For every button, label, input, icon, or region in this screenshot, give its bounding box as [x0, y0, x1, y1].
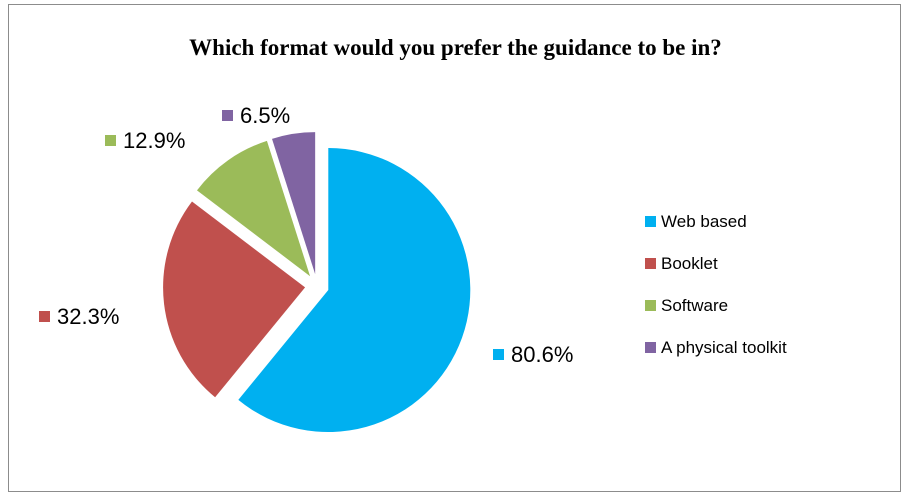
- data-label: 80.6%: [511, 342, 573, 367]
- slice-physical-toolkit: [272, 132, 316, 275]
- legend-swatch: [645, 258, 656, 269]
- legend-item-physical-toolkit: A physical toolkit: [645, 337, 787, 358]
- legend-swatch: [645, 216, 656, 227]
- legend-item-booklet: Booklet: [645, 253, 787, 274]
- pie-chart: 80.6% 32.3% 12.9% 6.5%: [39, 103, 573, 433]
- legend-swatch: [645, 300, 656, 311]
- chart-area: Which format would you prefer the guidan…: [8, 4, 901, 492]
- chart-title: Which format would you prefer the guidan…: [189, 35, 722, 60]
- data-label: 6.5%: [240, 103, 290, 128]
- legend-label: Web based: [661, 211, 747, 231]
- data-label-swatch: [39, 311, 50, 322]
- data-label-swatch: [105, 135, 116, 146]
- legend-item-software: Software: [645, 295, 787, 316]
- chart-legend: Web based Booklet Software A physical to…: [645, 211, 787, 379]
- data-label-swatch: [493, 349, 504, 360]
- slice-software: [196, 140, 311, 277]
- legend-label: Booklet: [661, 253, 718, 273]
- slice-web-based: [238, 148, 471, 433]
- legend-item-web-based: Web based: [645, 211, 787, 232]
- slice-booklet: [163, 201, 306, 398]
- legend-swatch: [645, 342, 656, 353]
- legend-label: A physical toolkit: [661, 337, 787, 357]
- data-label-swatch: [222, 110, 233, 121]
- data-label: 32.3%: [57, 304, 119, 329]
- legend-label: Software: [661, 295, 729, 315]
- data-label: 12.9%: [123, 128, 185, 153]
